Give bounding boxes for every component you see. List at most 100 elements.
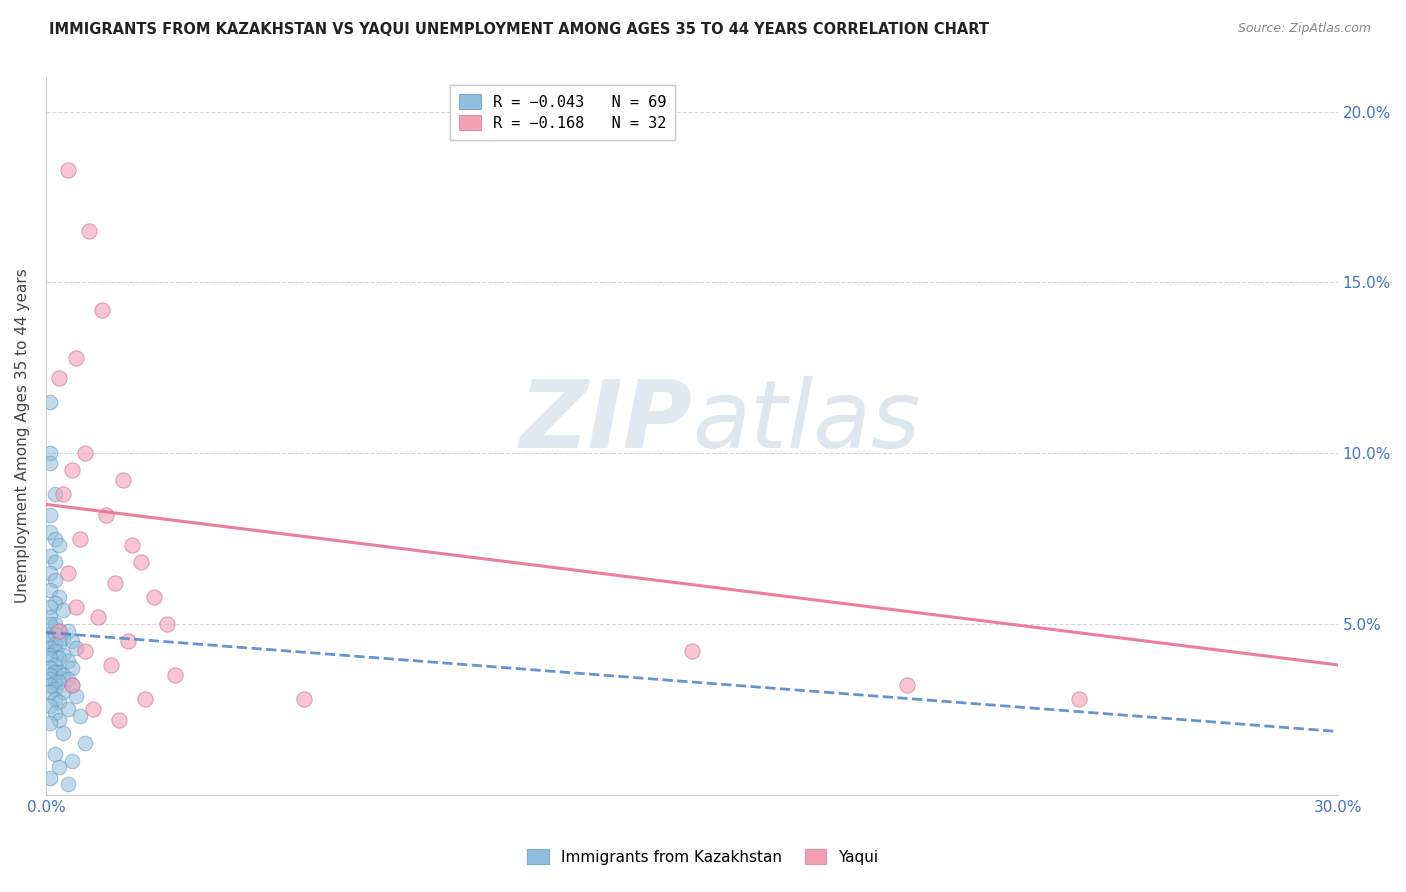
Point <box>91 302 114 317</box>
Point <box>134 692 156 706</box>
Point <box>39 672 62 686</box>
Point <box>52 685 75 699</box>
Point <box>56 672 79 686</box>
Point <box>39 599 62 614</box>
Point <box>44 675 66 690</box>
Point <box>44 681 66 696</box>
Point <box>39 582 62 597</box>
Point <box>44 627 66 641</box>
Point <box>48 696 70 710</box>
Point <box>117 634 139 648</box>
Point <box>39 627 62 641</box>
Text: atlas: atlas <box>692 376 920 467</box>
Point <box>65 351 87 365</box>
Point <box>82 702 104 716</box>
Point <box>121 538 143 552</box>
Point <box>39 698 62 713</box>
Point <box>129 556 152 570</box>
Point <box>39 640 62 655</box>
Point <box>44 616 66 631</box>
Point <box>39 678 62 692</box>
Point <box>39 508 62 522</box>
Point <box>39 634 62 648</box>
Point <box>48 538 70 552</box>
Point <box>96 508 118 522</box>
Point <box>48 675 70 690</box>
Y-axis label: Unemployment Among Ages 35 to 44 years: Unemployment Among Ages 35 to 44 years <box>15 268 30 604</box>
Point <box>48 651 70 665</box>
Point <box>73 446 96 460</box>
Point <box>56 777 79 791</box>
Point <box>48 637 70 651</box>
Point <box>39 456 62 470</box>
Point <box>39 566 62 580</box>
Point <box>39 616 62 631</box>
Point <box>44 556 66 570</box>
Point <box>60 678 83 692</box>
Point <box>44 644 66 658</box>
Point <box>77 224 100 238</box>
Point <box>108 713 131 727</box>
Point <box>69 709 91 723</box>
Point <box>1069 692 1091 706</box>
Point <box>100 657 122 672</box>
Point <box>65 689 87 703</box>
Point <box>39 524 62 539</box>
Point <box>44 692 66 706</box>
Point <box>681 644 703 658</box>
Point <box>292 692 315 706</box>
Point <box>52 668 75 682</box>
Point <box>48 665 70 679</box>
Point <box>155 616 177 631</box>
Point <box>48 371 70 385</box>
Point <box>56 566 79 580</box>
Point <box>44 596 66 610</box>
Point <box>60 754 83 768</box>
Point <box>39 395 62 409</box>
Point <box>39 685 62 699</box>
Point <box>44 637 66 651</box>
Point <box>48 760 70 774</box>
Text: IMMIGRANTS FROM KAZAKHSTAN VS YAQUI UNEMPLOYMENT AMONG AGES 35 TO 44 YEARS CORRE: IMMIGRANTS FROM KAZAKHSTAN VS YAQUI UNEM… <box>49 22 990 37</box>
Point <box>104 576 127 591</box>
Point <box>896 678 918 692</box>
Point <box>52 603 75 617</box>
Legend: Immigrants from Kazakhstan, Yaqui: Immigrants from Kazakhstan, Yaqui <box>522 843 884 871</box>
Point <box>86 610 108 624</box>
Point <box>60 634 83 648</box>
Point <box>44 532 66 546</box>
Point <box>56 655 79 669</box>
Point <box>60 463 83 477</box>
Point <box>39 668 62 682</box>
Point <box>56 162 79 177</box>
Point <box>39 771 62 785</box>
Point <box>142 590 165 604</box>
Point <box>44 573 66 587</box>
Point <box>60 678 83 692</box>
Point <box>39 648 62 662</box>
Text: Source: ZipAtlas.com: Source: ZipAtlas.com <box>1237 22 1371 36</box>
Point <box>44 706 66 720</box>
Point <box>39 549 62 563</box>
Point <box>39 716 62 731</box>
Point <box>48 590 70 604</box>
Point <box>52 487 75 501</box>
Point <box>39 446 62 460</box>
Point <box>52 648 75 662</box>
Point <box>65 640 87 655</box>
Point <box>39 651 62 665</box>
Point <box>69 532 91 546</box>
Point <box>73 736 96 750</box>
Legend: R = −0.043   N = 69, R = −0.168   N = 32: R = −0.043 N = 69, R = −0.168 N = 32 <box>450 85 675 140</box>
Point <box>44 487 66 501</box>
Text: ZIP: ZIP <box>519 376 692 467</box>
Point <box>56 624 79 638</box>
Point <box>52 631 75 645</box>
Point <box>39 661 62 675</box>
Point <box>48 624 70 638</box>
Point <box>39 610 62 624</box>
Point <box>44 747 66 761</box>
Point <box>48 624 70 638</box>
Point <box>44 657 66 672</box>
Point <box>48 713 70 727</box>
